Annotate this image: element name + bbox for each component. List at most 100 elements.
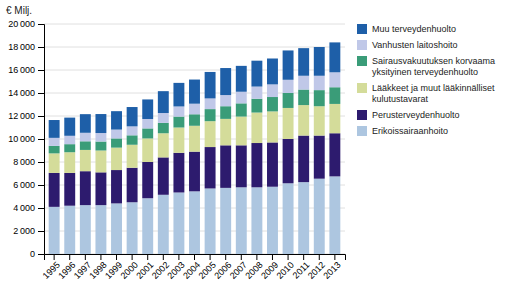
y-tick-mark [38,47,44,48]
bar-segment [173,128,184,153]
bar-segment [127,126,138,135]
x-tick-mark [147,254,148,260]
bar-segment [64,152,75,173]
bar-segment [283,183,294,254]
x-tick-mark [100,254,101,260]
y-tick: 16 000 [8,65,44,75]
y-tick-label: 12 000 [8,111,35,121]
bar-segment [314,90,325,106]
bar-segment [95,133,106,142]
bar-segment [127,145,138,168]
bar-segment [142,162,153,198]
legend-swatch [357,24,367,34]
y-tick: 10 000 [8,134,44,144]
legend-label: Muu terveydenhuolto [372,24,456,34]
legend-swatch [357,110,367,120]
bar-segment [267,111,278,142]
bar-segment [127,168,138,203]
bar-segment [127,107,138,126]
legend-swatch [357,56,367,66]
bar-segment [64,206,75,254]
bar-segment [142,128,153,138]
y-tick-label: 20 000 [8,19,35,29]
bar-segment [95,142,106,151]
y-axis-label: € Milj. [6,5,32,16]
y-tick-label: 2 000 [13,226,35,236]
legend-label: Vanhusten laitoshoito [372,40,457,50]
bar-segment [80,205,91,254]
bar-segment [236,92,247,104]
bar-segment [236,187,247,254]
x-tick: 2010 [275,254,296,281]
bar-segment [220,106,231,119]
y-tick-mark [38,24,44,25]
bars [49,42,341,254]
legend-label: Erikoissairaanhoito [372,126,448,136]
bar-segment [189,191,200,254]
x-tick-mark [256,254,257,260]
bar-segment [314,47,325,76]
bar-segment [220,119,231,145]
x-tick: 2013 [321,254,342,281]
bar-segment [49,138,60,146]
bar-segment [111,138,122,147]
grid [44,24,345,254]
y-tick-mark [38,139,44,140]
bar-segment [251,187,262,254]
y-tick-mark [38,185,44,186]
bar-segment [173,117,184,128]
bar-segment [189,80,200,104]
bar-segment [95,114,106,133]
bar-segment [236,145,247,187]
x-axis-line [45,255,346,261]
bar-segment [329,176,340,254]
bar-segment [205,147,216,188]
bar-segment [80,133,91,142]
y-tick-label: 16 000 [8,65,35,75]
bar-segment [251,87,262,99]
legend-item: Perusterveydenhuolto [357,110,460,120]
bar-segment [220,68,231,95]
bar-segment [111,170,122,203]
bar-segment [283,93,294,108]
grid-line [44,47,345,48]
bar-segment [80,150,91,171]
legend-item: Sairausvakuutuksen korvaamayksityinen te… [357,56,495,77]
legend: Muu terveydenhuolto Vanhusten laitoshoito… [357,24,495,136]
x-tick-mark [241,254,242,260]
bar-segment [283,139,294,183]
x-tick-mark [334,254,335,260]
bar-segment [158,91,169,113]
x-tick-mark [319,254,320,260]
bar-segment [251,113,262,143]
y-tick-label: 6 000 [13,180,35,190]
bar-segment [189,114,200,126]
x-tick-mark [225,254,226,260]
bar-segment [298,182,309,254]
grid-line [44,24,345,25]
bar-segment [49,173,60,207]
bar-segment [95,151,106,173]
bar-segment [189,104,200,115]
bar-segment [298,90,309,106]
bar-segment [49,153,60,173]
bar-segment [80,141,91,150]
bar-segment [189,152,200,192]
bar-segment [127,135,138,144]
y-tick: 12 000 [8,111,44,121]
bar-segment [329,104,340,133]
bar-segment [205,98,216,109]
bar-segment [80,114,91,133]
y-axis: 02 0004 0006 0008 00010 00012 00014 0001… [8,19,44,259]
bar-segment [236,117,247,146]
legend-swatch [357,83,367,93]
y-tick: 8 000 [13,157,44,167]
series [49,42,341,137]
y-tick-mark [38,116,44,117]
bar-segment [314,76,325,90]
chart: 1995199619971998199920002001200220032004… [0,0,515,290]
x-axis: 1995199619971998199920002001200220032004… [41,254,346,281]
bar-segment [158,195,169,254]
y-tick: 20 000 [8,19,44,29]
bar-segment [283,80,294,93]
